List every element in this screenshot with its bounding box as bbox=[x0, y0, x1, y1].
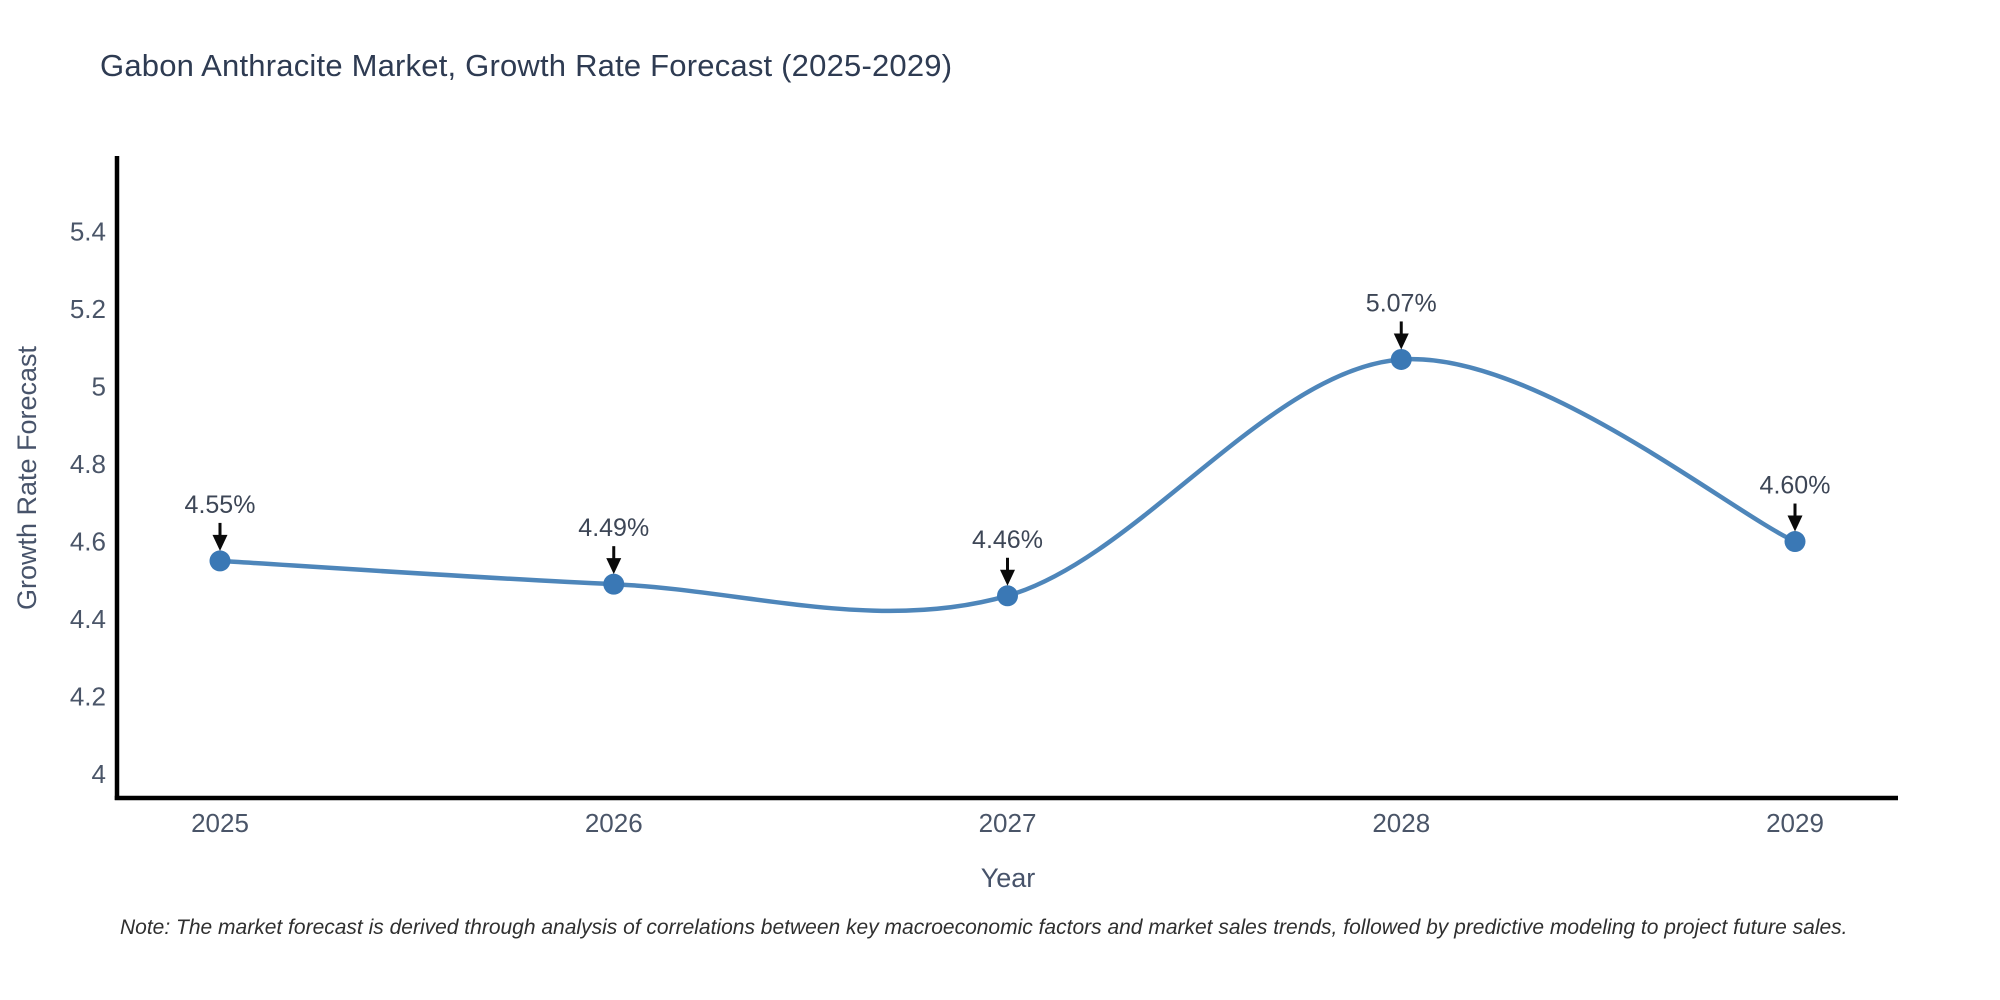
x-axis-title: Year bbox=[981, 863, 1036, 893]
series-line bbox=[217, 357, 1798, 614]
y-tick-label: 4.8 bbox=[70, 449, 106, 479]
y-tick-label: 4.6 bbox=[70, 527, 106, 557]
x-tick-label: 2028 bbox=[1372, 808, 1430, 838]
data-label: 5.07% bbox=[1366, 289, 1437, 317]
x-tick-label: 2027 bbox=[979, 808, 1037, 838]
annotation-arrowhead bbox=[606, 558, 622, 575]
data-point-marker bbox=[1390, 348, 1412, 370]
y-tick-label: 4.2 bbox=[70, 681, 106, 711]
y-tick-label: 4 bbox=[92, 759, 106, 789]
data-point-markers bbox=[209, 348, 1806, 607]
annotation-arrowhead bbox=[212, 534, 228, 551]
chart-note: Note: The market forecast is derived thr… bbox=[120, 916, 1848, 939]
data-point-marker bbox=[1784, 531, 1806, 553]
data-label: 4.46% bbox=[972, 526, 1043, 554]
data-label-annotations: 4.55% 4.49% 4.46% 5.07% 4.60% bbox=[185, 289, 1831, 586]
x-tick-label: 2025 bbox=[191, 808, 249, 838]
data-label: 4.60% bbox=[1760, 472, 1831, 500]
x-axis-tick-labels: 2025 2026 2027 2028 2029 bbox=[191, 808, 1824, 838]
data-point-marker bbox=[603, 573, 625, 595]
chart-title: Gabon Anthracite Market, Growth Rate For… bbox=[100, 48, 953, 83]
annotation-arrowhead bbox=[1787, 515, 1803, 532]
data-label: 4.49% bbox=[578, 514, 649, 542]
data-point-marker bbox=[209, 550, 231, 572]
y-axis-tick-labels: 4 4.2 4.4 4.6 4.8 5 5.2 5.4 bbox=[70, 217, 106, 789]
y-tick-label: 4.4 bbox=[70, 604, 106, 634]
data-label: 4.55% bbox=[185, 491, 256, 519]
x-tick-label: 2029 bbox=[1766, 808, 1824, 838]
annotation-arrowhead bbox=[1393, 333, 1409, 350]
data-point-marker bbox=[997, 585, 1018, 607]
y-tick-label: 5 bbox=[92, 372, 106, 402]
y-axis-title: Growth Rate Forecast bbox=[12, 345, 42, 610]
x-tick-label: 2026 bbox=[585, 808, 643, 838]
y-tick-label: 5.4 bbox=[70, 217, 106, 247]
annotation-arrowhead bbox=[1000, 569, 1015, 586]
y-tick-label: 5.2 bbox=[70, 294, 106, 324]
